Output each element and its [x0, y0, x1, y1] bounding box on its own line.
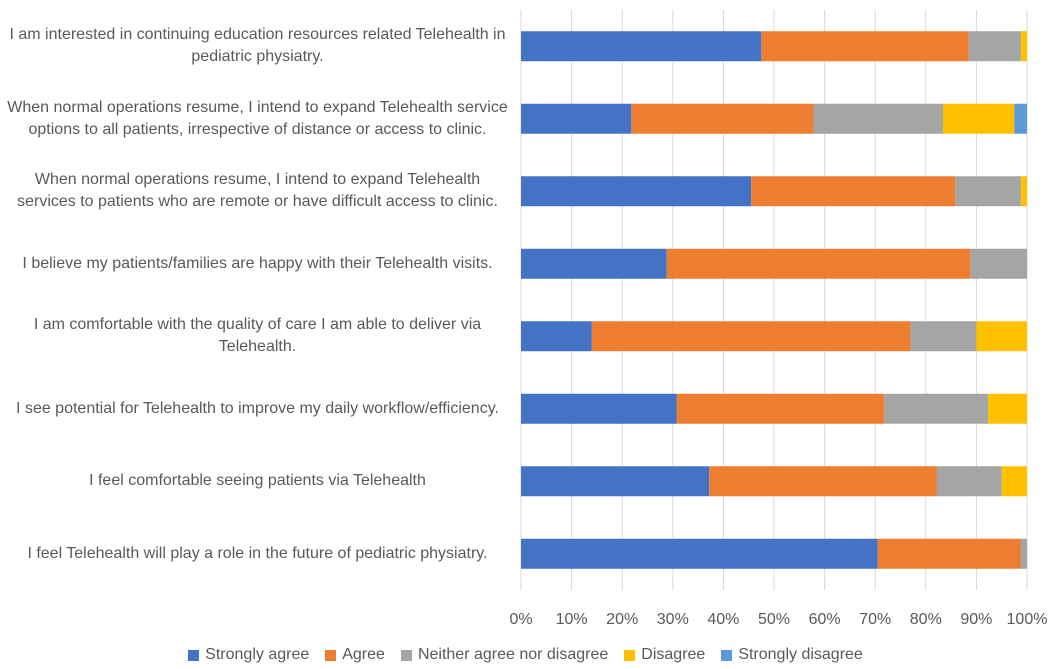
category-label: I feel comfortable seeing patients via T… [5, 445, 510, 518]
legend-label: Strongly disagree [738, 646, 863, 663]
bar-segment-strongly-agree [521, 393, 677, 424]
x-tick-label: 80% [910, 611, 942, 628]
bar-segment-disagree [976, 321, 1027, 352]
legend-swatch [624, 649, 636, 661]
legend-label: Disagree [641, 646, 706, 663]
x-tick-label: 30% [657, 611, 689, 628]
x-tick-label: 10% [556, 611, 588, 628]
legend-item: Disagree [624, 646, 705, 664]
legend-item: Neither agree nor disagree [400, 646, 609, 664]
category-label-text: I am interested in continuing education … [9, 26, 506, 66]
bar-segment-disagree [1020, 176, 1027, 207]
bar-segment-strongly-agree [521, 466, 710, 497]
category-label: When normal operations resume, I intend … [5, 83, 510, 156]
bar-segment-disagree [1020, 31, 1027, 62]
bar-segment-agree [709, 466, 937, 497]
bar-segment-disagree [943, 103, 1015, 134]
category-label-text: I see potential for Telehealth to improv… [16, 399, 499, 417]
bar-segment-neither-agree-nor-disagree [970, 248, 1027, 279]
category-label: When normal operations resume, I intend … [5, 155, 510, 228]
bar-segment-neither-agree-nor-disagree [936, 466, 1002, 497]
bar-segment-strongly-disagree [1014, 103, 1027, 134]
category-label-text: I feel comfortable seeing patients via T… [89, 472, 426, 490]
bar-segment-agree [631, 103, 814, 134]
bar-segment-agree [761, 31, 969, 62]
category-label-text: I believe my patients/families are happy… [22, 254, 493, 272]
legend-item: Strongly agree [188, 646, 309, 664]
x-tick-label: 20% [606, 611, 638, 628]
category-label-text: When normal operations resume, I intend … [17, 171, 498, 211]
legend-swatch [400, 649, 412, 661]
legend-swatch [325, 649, 337, 661]
category-label: I see potential for Telehealth to improv… [5, 373, 510, 446]
bar-segment-neither-agree-nor-disagree [968, 31, 1021, 62]
bar-segment-strongly-agree [521, 538, 878, 569]
bar-segment-agree [751, 176, 956, 207]
bar-segment-strongly-agree [521, 321, 592, 352]
bar-segment-strongly-agree [521, 103, 632, 134]
bar-segment-neither-agree-nor-disagree [910, 321, 977, 352]
bar-segment-neither-agree-nor-disagree [955, 176, 1021, 207]
category-label-text: I am comfortable with the quality of car… [33, 316, 482, 356]
x-tick-label: 50% [758, 611, 790, 628]
bar-segment-agree [676, 393, 885, 424]
category-label: I believe my patients/families are happy… [5, 228, 510, 301]
bar-segment-strongly-agree [521, 176, 752, 207]
x-tick-label: 100% [1007, 611, 1048, 628]
bar-segment-disagree [988, 393, 1027, 424]
legend-swatch [188, 649, 200, 661]
legend-item: Agree [325, 646, 385, 664]
bar-segment-strongly-agree [521, 31, 762, 62]
bar-segment-neither-agree-nor-disagree [884, 393, 989, 424]
category-label: I feel Telehealth will play a role in th… [5, 518, 510, 591]
category-label: I am comfortable with the quality of car… [5, 300, 510, 373]
category-label: I am interested in continuing education … [5, 10, 510, 83]
x-tick-label: 60% [809, 611, 841, 628]
bar-segment-disagree [1001, 466, 1027, 497]
x-tick-label: 90% [960, 611, 992, 628]
bar-segment-agree [666, 248, 971, 279]
bar-segment-agree [591, 321, 911, 352]
legend-label: Agree [342, 646, 385, 663]
legend: Strongly agree Agree Neither agree nor dis… [0, 646, 1051, 664]
category-label-text: I feel Telehealth will play a role in th… [27, 544, 488, 562]
x-tick-label: 0% [509, 611, 532, 628]
x-tick-label: 40% [707, 611, 739, 628]
legend-label: Strongly agree [205, 646, 310, 663]
legend-swatch [721, 649, 733, 661]
legend-label: Neither agree nor disagree [417, 646, 609, 663]
bar-segment-strongly-agree [521, 248, 667, 279]
x-tick-label: 70% [859, 611, 891, 628]
legend-item: Strongly disagree [721, 646, 863, 664]
bar-segment-neither-agree-nor-disagree [1020, 538, 1027, 569]
bar-segment-neither-agree-nor-disagree [813, 103, 944, 134]
category-label-text: When normal operations resume, I intend … [7, 98, 508, 138]
bar-segment-agree [877, 538, 1021, 569]
